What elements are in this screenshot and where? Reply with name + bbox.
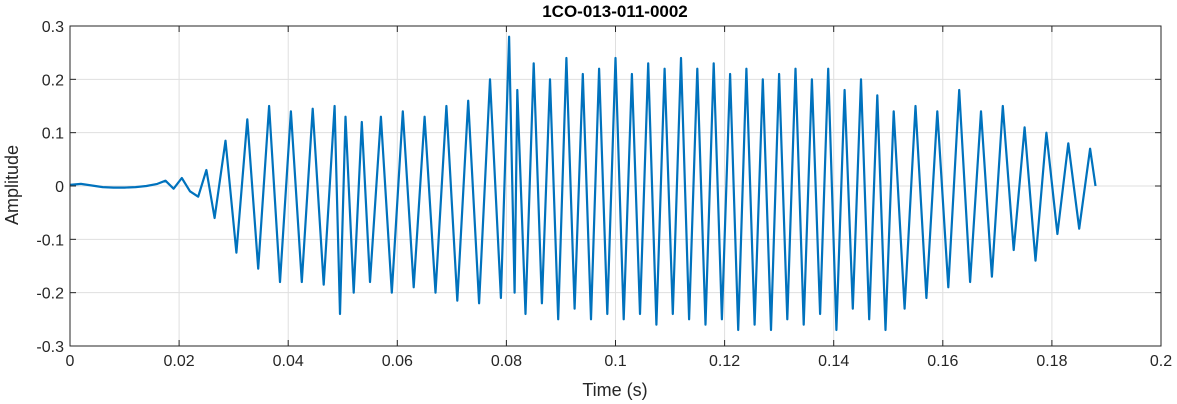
x-tick-label: 0.02 bbox=[164, 353, 195, 370]
x-tick-label: 0.08 bbox=[491, 353, 522, 370]
x-tick-label: 0.2 bbox=[1150, 353, 1172, 370]
x-tick-label: 0.12 bbox=[709, 353, 740, 370]
x-tick-label: 0.18 bbox=[1036, 353, 1067, 370]
y-tick-label: 0.3 bbox=[42, 19, 64, 36]
x-tick-label: 0.16 bbox=[927, 353, 958, 370]
x-tick-label: 0.04 bbox=[273, 353, 304, 370]
y-tick-label: 0 bbox=[55, 179, 64, 196]
y-tick-label: 0.2 bbox=[42, 72, 64, 89]
y-tick-label: -0.1 bbox=[36, 232, 64, 249]
y-tick-labels: 0.3 0.2 0.1 0 -0.1 -0.2 -0.3 bbox=[36, 19, 64, 356]
ticks bbox=[69, 25, 1162, 347]
x-tick-label: 0.1 bbox=[604, 353, 626, 370]
series-line bbox=[69, 35, 1097, 332]
y-axis-title: Amplitude bbox=[2, 145, 22, 225]
x-tick-label: 0.06 bbox=[382, 353, 413, 370]
y-tick-label: 0.1 bbox=[42, 126, 64, 143]
y-tick-label: -0.2 bbox=[36, 286, 64, 303]
x-tick-labels: 0 0.02 0.04 0.06 0.08 0.1 0.12 0.14 0.16 0.18 0.2 bbox=[66, 353, 1173, 370]
chart-title: 1CO-013-011-0002 bbox=[542, 2, 688, 21]
x-tick-label: 0 bbox=[66, 353, 75, 370]
y-tick-label: -0.3 bbox=[36, 339, 64, 356]
x-axis-title: Time (s) bbox=[582, 380, 647, 400]
x-tick-label: 0.14 bbox=[818, 353, 849, 370]
